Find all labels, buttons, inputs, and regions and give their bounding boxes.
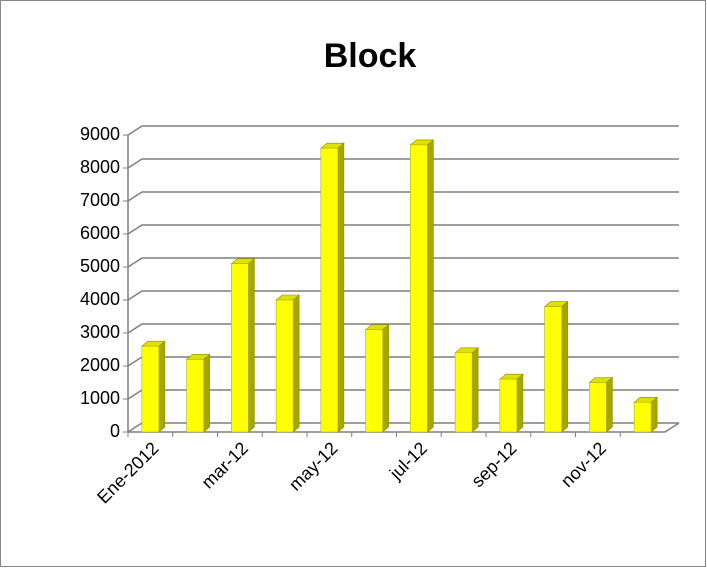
bar-side — [337, 142, 345, 433]
bar-side — [427, 139, 434, 433]
bar-side — [606, 376, 613, 433]
bar-side — [561, 300, 568, 433]
y-tick-label: 8000 — [80, 157, 120, 177]
y-tick-label: 1000 — [80, 388, 120, 408]
y-tick-label: 5000 — [80, 256, 120, 276]
y-tick-label: 9000 — [80, 124, 120, 144]
y-tick-label: 6000 — [80, 223, 120, 243]
grid-line — [127, 125, 679, 136]
y-tick-label: 7000 — [80, 190, 120, 210]
bar — [186, 359, 204, 433]
bar-side — [292, 294, 300, 433]
grid-line — [127, 323, 679, 334]
bar — [410, 144, 428, 433]
grid-line — [127, 257, 679, 268]
bar — [320, 147, 339, 433]
y-tick-label: 3000 — [80, 322, 120, 342]
bar-side — [382, 324, 389, 433]
bar-side — [516, 373, 524, 433]
grid-line — [127, 158, 679, 169]
bar-side — [158, 340, 166, 433]
grid-line — [127, 290, 679, 301]
bar — [454, 352, 473, 433]
bar-side — [248, 258, 255, 433]
bar — [365, 329, 383, 433]
grid-line — [127, 224, 679, 235]
bar — [589, 382, 607, 433]
y-tick-label: 4000 — [80, 289, 120, 309]
bar — [633, 401, 652, 433]
bar — [141, 345, 160, 433]
y-tick-label: 0 — [110, 421, 120, 441]
bar-side — [471, 347, 479, 433]
bar — [275, 299, 294, 433]
y-tick-label: 2000 — [80, 355, 120, 375]
bar — [231, 263, 249, 433]
chart-title: Block — [324, 37, 417, 75]
bar — [544, 306, 562, 433]
bar-side — [650, 396, 658, 433]
bar-side — [203, 353, 210, 433]
bar — [499, 378, 518, 433]
grid-line — [127, 191, 679, 202]
